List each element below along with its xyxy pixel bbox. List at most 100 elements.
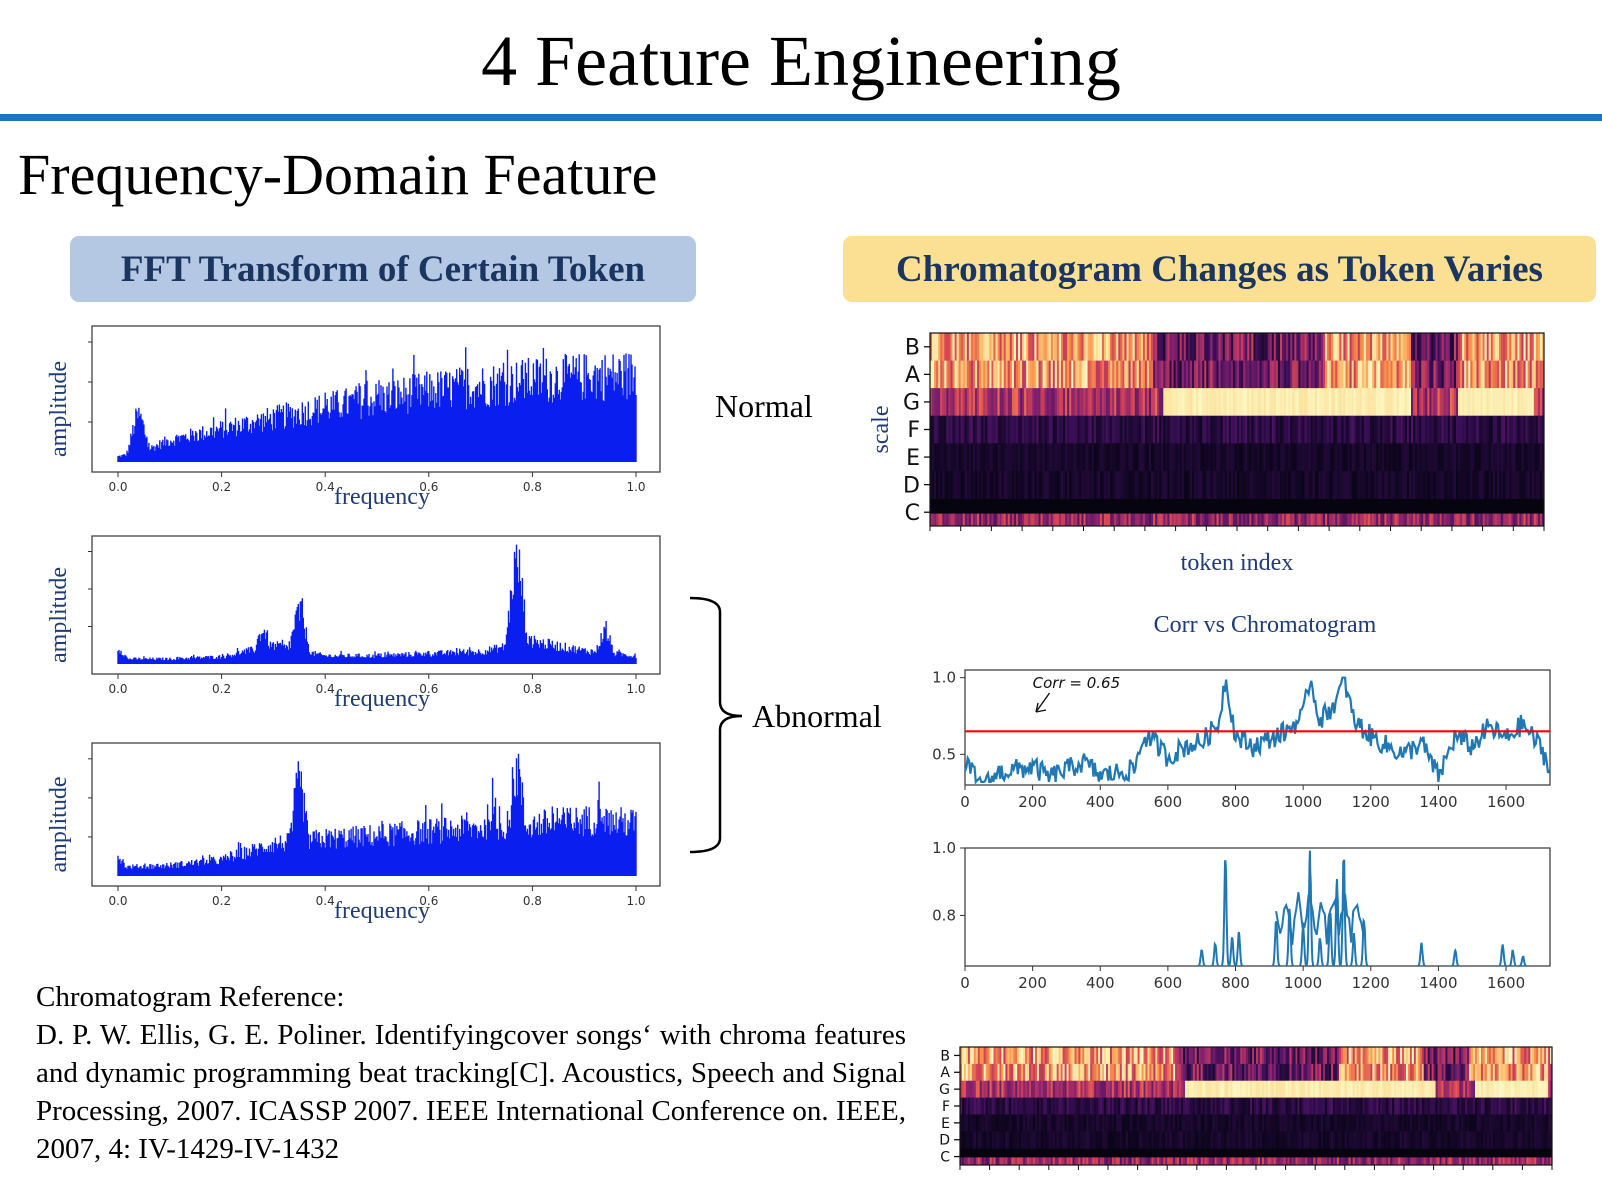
heatmap-cell [1349, 513, 1353, 526]
heatmap-cell [1309, 1047, 1312, 1065]
heatmap-cell [1374, 333, 1377, 362]
heatmap-cell [1076, 1131, 1079, 1149]
heatmap-cell [938, 415, 941, 444]
heatmap-cell [1289, 1063, 1292, 1082]
heatmap-cell [1284, 333, 1287, 362]
heatmap-cell [1451, 1157, 1454, 1165]
heatmap-cell [1190, 1047, 1194, 1065]
heatmap-cell [1524, 1080, 1527, 1099]
heatmap-cell [1327, 415, 1330, 444]
heatmap-cell [1102, 1080, 1105, 1099]
heatmap-cell [1425, 1080, 1429, 1099]
heatmap-cell [1167, 333, 1170, 362]
heatmap-cell [1273, 443, 1277, 472]
heatmap-cell [1506, 1157, 1510, 1165]
heatmap-cell [1310, 415, 1314, 444]
heatmap-cell [1279, 1080, 1283, 1099]
heatmap-cell [1202, 388, 1205, 417]
heatmap-cell [1296, 415, 1299, 444]
heatmap-cell [1252, 1157, 1255, 1165]
heatmap-cell [1294, 333, 1297, 362]
heatmap-cell [1537, 388, 1541, 417]
heatmap-cell [1532, 1097, 1535, 1115]
heatmap-cell [971, 1114, 975, 1132]
heatmap-cell [1514, 1114, 1517, 1132]
heatmap-cell [1089, 388, 1093, 417]
heatmap-cell [1459, 1097, 1462, 1115]
heatmap-cell [1544, 1080, 1547, 1099]
heatmap-cell [1427, 470, 1430, 499]
heatmap-cell [964, 388, 968, 417]
heatmap-cell [1496, 1114, 1500, 1132]
heatmap-cell [1363, 388, 1367, 417]
heatmap-cell [1143, 1114, 1146, 1132]
heatmap-cell [1096, 1063, 1099, 1082]
heatmap-cell [1218, 388, 1222, 417]
heatmap-cell [975, 1080, 979, 1099]
heatmap-cell [1249, 360, 1252, 389]
heatmap-cell [1534, 1131, 1537, 1149]
heatmap-cell [1220, 1131, 1223, 1149]
heatmap-cell [1457, 1131, 1460, 1149]
heatmap-cell [1131, 1131, 1135, 1149]
heatmap-cell [966, 470, 970, 499]
heatmap-cell [1366, 1114, 1369, 1132]
heatmap-cell [1153, 415, 1156, 444]
heatmap-cell [1267, 1047, 1271, 1065]
heatmap-cell [1044, 1157, 1048, 1165]
heatmap-cell [1317, 1080, 1320, 1099]
heatmap-cell [991, 1114, 995, 1132]
heatmap-cell [1242, 1080, 1245, 1099]
heatmap-cell [1228, 1063, 1231, 1082]
heatmap-cell [1075, 333, 1078, 362]
heatmap-cell [1265, 415, 1269, 444]
heatmap-cell [1024, 443, 1027, 472]
heatmap-cell [1281, 1047, 1285, 1065]
heatmap-cell [1509, 470, 1512, 499]
heatmap-cell [1169, 1157, 1172, 1165]
heatmap-cell [1441, 333, 1445, 362]
heatmap-cell [1421, 1114, 1425, 1132]
heatmap-cell [1406, 470, 1410, 499]
heatmap-cell [1309, 1157, 1312, 1165]
heatmap-cell [1537, 333, 1541, 362]
heatmap-cell [1009, 1131, 1012, 1149]
heatmap-cell [1526, 1114, 1529, 1132]
heatmap-cell [1076, 1063, 1079, 1082]
heatmap-cell [1220, 415, 1224, 444]
heatmap-cell [1417, 1063, 1421, 1082]
heatmap-cell [1034, 333, 1037, 362]
x-tick-label: 0.4 [316, 682, 335, 696]
heatmap-cell [1096, 1047, 1099, 1065]
heatmap-cell [1411, 1047, 1415, 1065]
heatmap-cell [1050, 1114, 1054, 1132]
heatmap-cell [1179, 443, 1183, 472]
heatmap-cell [960, 1114, 963, 1132]
heatmap-cell [1415, 1157, 1419, 1165]
heatmap-cell [1083, 415, 1086, 444]
heatmap-cell [1327, 513, 1330, 526]
heatmap-cell [1076, 1097, 1079, 1115]
heatmap-cell [1331, 1097, 1334, 1115]
heatmap-cell [1200, 470, 1203, 499]
heatmap-cell [1214, 1063, 1218, 1082]
heatmap-cell [1469, 1080, 1472, 1099]
heatmap-cell [1183, 443, 1187, 472]
heatmap-cell [1315, 1114, 1318, 1132]
heatmap-cell [1339, 513, 1342, 526]
heatmap-cell [1246, 1080, 1249, 1099]
heatmap-cell [1114, 513, 1117, 526]
heatmap-cell [1044, 470, 1048, 499]
heatmap-cell [1222, 1131, 1225, 1149]
heatmap-cell [1398, 1157, 1401, 1165]
heatmap-cell [1185, 1080, 1188, 1099]
heatmap-cell [1518, 1114, 1521, 1132]
heatmap-cell [1236, 1097, 1239, 1115]
heatmap-cell [1230, 470, 1234, 499]
heatmap-cell [1232, 1063, 1235, 1082]
heatmap-cell [1003, 1157, 1006, 1165]
heatmap-cell [1357, 333, 1361, 362]
heatmap-cell [977, 360, 980, 389]
heatmap-cell [1340, 1131, 1344, 1149]
heatmap-cell [952, 443, 955, 472]
